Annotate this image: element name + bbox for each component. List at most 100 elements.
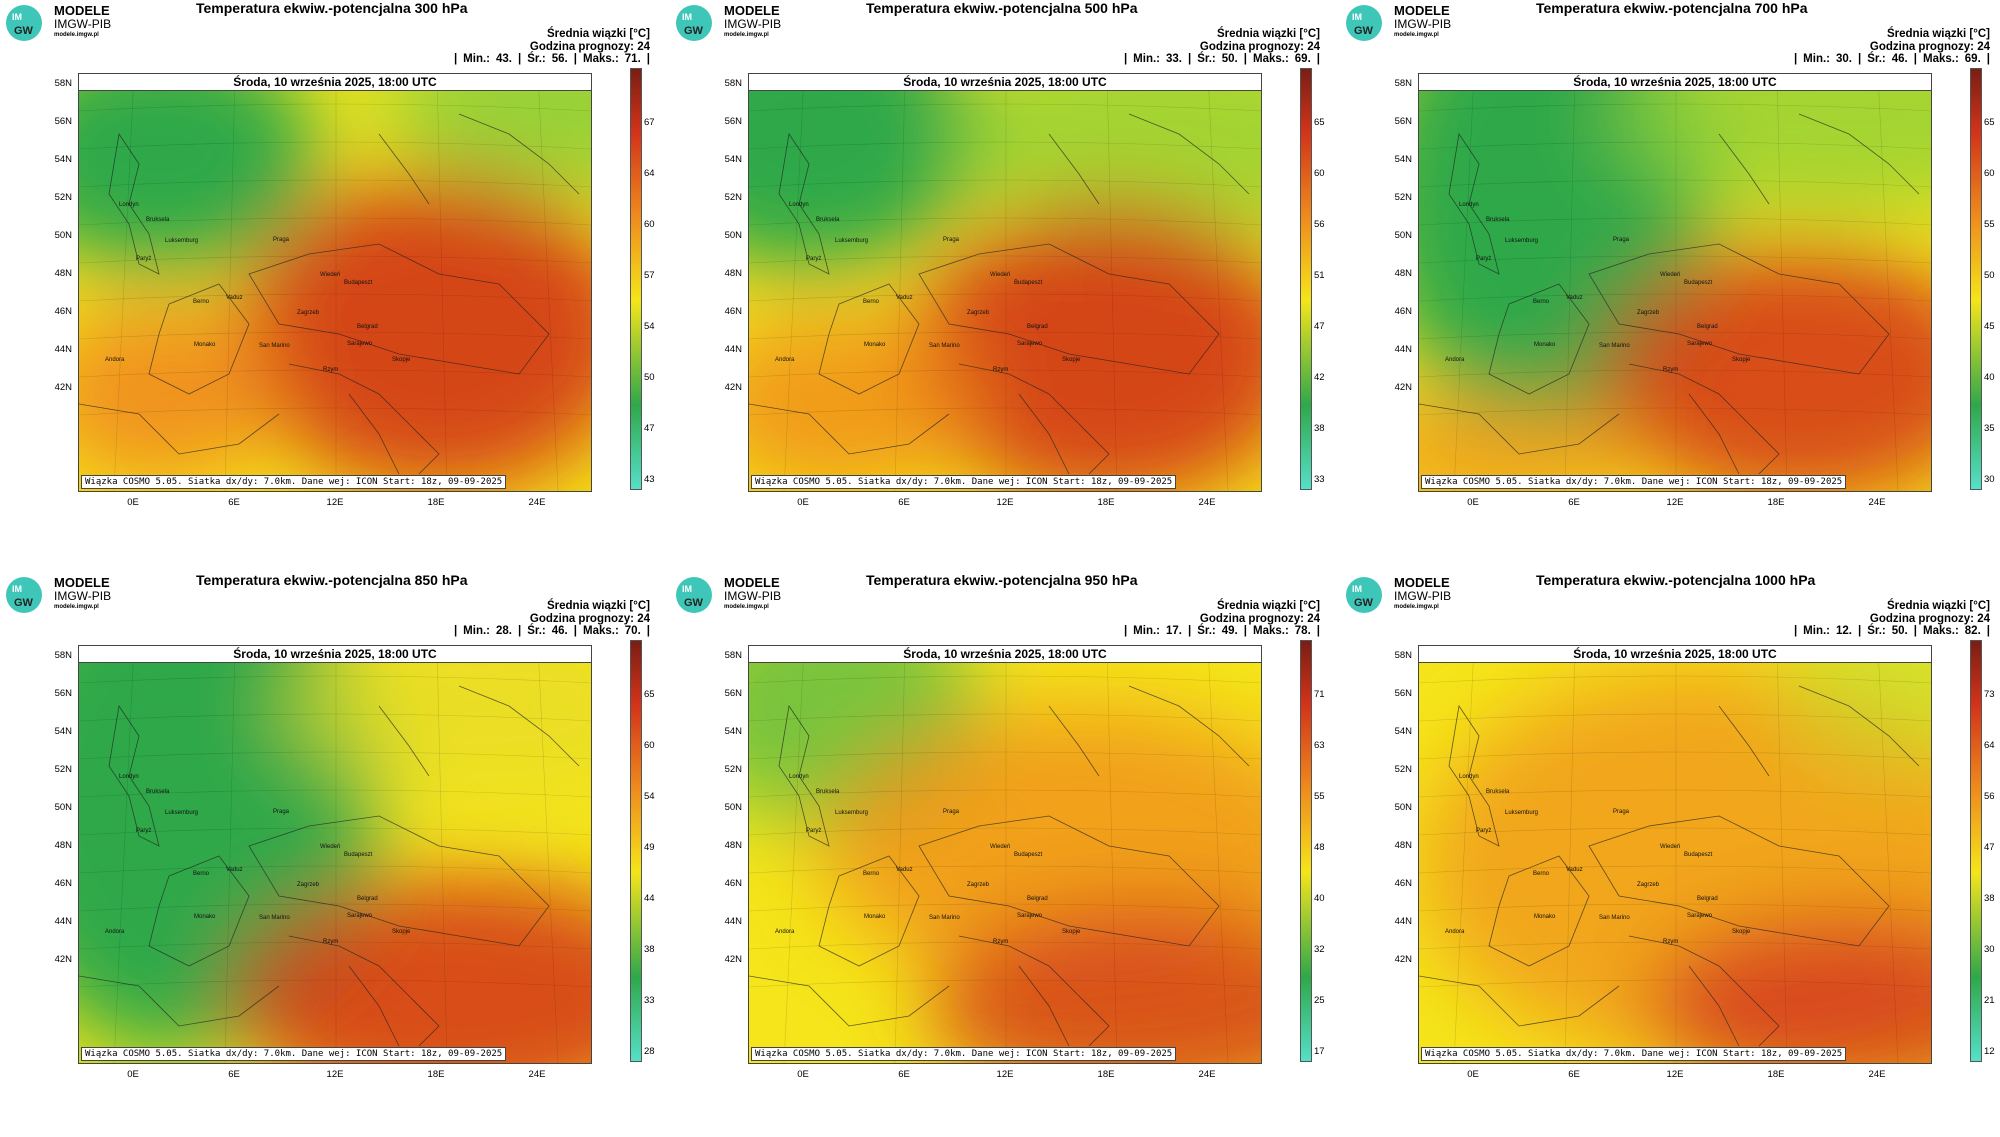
city-label: Vaduz [896, 295, 913, 301]
scale-tick: 33 [1314, 474, 1325, 485]
brand-url: modele.imgw.pl [54, 32, 99, 38]
lon-label: 0E [1467, 497, 1479, 508]
lat-label: 42N [54, 382, 72, 393]
city-label: Sarajewo [347, 913, 373, 919]
city-label: Sarajewo [1687, 913, 1713, 919]
city-label: Monako [1534, 342, 1556, 348]
scale-tick: 60 [644, 740, 655, 751]
lat-label: 46N [54, 878, 72, 889]
lat-label: 54N [724, 726, 742, 737]
model-footer: Wiązka COSMO 5.05. Siatka dx/dy: 7.0km. … [81, 1047, 507, 1061]
avg-label: Śr.: [1867, 625, 1886, 637]
city-label: Vaduz [226, 867, 243, 873]
svg-text:GW: GW [684, 597, 704, 609]
lat-label: 42N [1394, 954, 1412, 965]
scale-tick: 73 [1984, 689, 1995, 700]
city-label: Sarajewo [347, 341, 373, 347]
city-label: Belgrad [1697, 896, 1718, 902]
min-label: Min.: [463, 625, 490, 637]
lon-label: 24E [528, 1069, 546, 1080]
city-label: Berno [863, 299, 880, 305]
scale-tick: 55 [1314, 791, 1325, 802]
city-label: Praga [943, 237, 960, 243]
svg-text:GW: GW [1354, 25, 1374, 37]
panel-title: Temperatura ekwiw.-potencjalna 500 hPa [866, 0, 1138, 16]
info-title: Średnia wiązki [°C] [1216, 28, 1320, 40]
city-label: Monako [1534, 914, 1556, 920]
scale-tick: 48 [1314, 842, 1325, 853]
panel-title: Temperatura ekwiw.-potencjalna 850 hPa [196, 572, 468, 588]
max-value: 69. [1964, 53, 1981, 65]
imgw-logo: IM GW [676, 5, 712, 41]
panel-title: Temperatura ekwiw.-potencjalna 950 hPa [866, 572, 1138, 588]
scale-tick: 43 [644, 474, 655, 485]
city-label: Wiedeń [990, 844, 1011, 850]
avg-label: Śr.: [527, 53, 546, 65]
imgw-logo: IM GW [6, 5, 42, 41]
max-label: Maks.: [1922, 625, 1959, 637]
city-label: Zagrzeb [1637, 310, 1660, 316]
city-label: Berno [193, 299, 210, 305]
city-label: Rzym [993, 939, 1009, 945]
avg-value: 49. [1221, 625, 1238, 637]
lon-label: 24E [1198, 1069, 1216, 1080]
city-label: Bruksela [146, 789, 170, 795]
svg-text:GW: GW [684, 25, 704, 37]
city-label: Sarajewo [1017, 341, 1043, 347]
max-value: 82. [1964, 625, 1981, 637]
lat-label: 58N [724, 650, 742, 661]
scale-tick: 12 [1984, 1046, 1995, 1057]
imgw-logo: IM GW [6, 577, 42, 613]
lat-label: 48N [724, 840, 742, 851]
city-label: Wiedeń [1660, 272, 1681, 278]
lat-label: 56N [1394, 116, 1412, 127]
lat-label: 48N [1394, 840, 1412, 851]
date-bar: Środa, 10 września 2025, 18:00 UTC [749, 646, 1261, 663]
brand-block: MODELE IMGW-PIB modele.imgw.pl [724, 4, 781, 38]
lat-label: 58N [724, 78, 742, 89]
city-label: Andora [105, 929, 125, 935]
map-panel: IM GW MODELE IMGW-PIB modele.imgw.pl Tem… [1340, 0, 2000, 560]
min-value: 12. [1836, 625, 1852, 637]
brand-url: modele.imgw.pl [1394, 604, 1439, 610]
city-label: Monako [194, 342, 216, 348]
min-value: 17. [1166, 625, 1182, 637]
city-label: Wiedeń [320, 844, 341, 850]
color-scale [1970, 68, 1982, 490]
city-label: Skopje [1732, 357, 1751, 363]
lat-label: 50N [1394, 802, 1412, 813]
lat-label: 52N [54, 764, 72, 775]
city-label: Berno [863, 871, 880, 877]
brand-sub: IMGW-PIB [54, 17, 112, 31]
date-bar: Środa, 10 września 2025, 18:00 UTC [79, 646, 591, 663]
city-label: Paryż [136, 828, 152, 834]
info-title: Średnia wiązki [°C] [546, 600, 650, 612]
color-scale [630, 68, 642, 490]
city-label: Londyn [1459, 202, 1479, 208]
avg-value: 50. [1221, 53, 1238, 65]
lat-label: 42N [54, 954, 72, 965]
info-title: Średnia wiązki [°C] [1886, 28, 1990, 40]
imgw-logo: IM GW [1346, 5, 1382, 41]
scale-tick: 54 [644, 791, 655, 802]
lon-label: 12E [1666, 497, 1684, 508]
min-label: Min.: [1133, 53, 1160, 65]
min-label: Min.: [1803, 53, 1830, 65]
lat-label: 58N [54, 78, 72, 89]
city-label: Rzym [1663, 939, 1679, 945]
scale-tick: 35 [1984, 423, 1995, 434]
brand-name: MODELE [724, 575, 780, 590]
lon-label: 0E [797, 1069, 809, 1080]
lat-label: 46N [54, 306, 72, 317]
city-label: Paryż [1476, 828, 1492, 834]
city-label: Luksemburg [835, 810, 869, 816]
field-map [749, 646, 1261, 1063]
brand-url: modele.imgw.pl [724, 604, 769, 610]
lat-label: 58N [1394, 78, 1412, 89]
brand-block: MODELE IMGW-PIB modele.imgw.pl [54, 4, 111, 38]
city-label: Bruksela [1486, 217, 1510, 223]
city-label: Belgrad [1697, 324, 1718, 330]
city-label: Luksemburg [165, 238, 199, 244]
lat-label: 50N [54, 230, 72, 241]
scale-tick: 40 [1314, 893, 1325, 904]
